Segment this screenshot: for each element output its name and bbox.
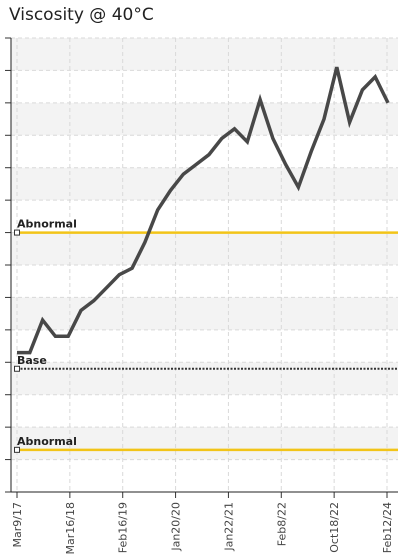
x-tick-label: Mar9/17 [11,502,24,547]
grid-band [11,427,398,460]
reference-line-marker [14,229,20,236]
series-line [17,66,390,355]
x-tick-labels: Mar9/17 Mar16/18 Feb16/19 Jan20/20 Jan22/21 F… [11,502,394,554]
grid-band [11,232,398,265]
reference-line-marker [14,365,20,372]
reference-line-marker [14,446,20,453]
grid-band [11,38,398,71]
x-tick-label: Jan20/20 [170,502,183,552]
reference-lines: Abnormal Base Abnormal [14,218,398,453]
x-tick-label: Feb16/19 [117,502,130,553]
x-tick-label: Jan22/21 [222,502,235,552]
axes [5,37,398,498]
series-layer [17,66,390,355]
grid-band [11,362,398,395]
background-bands [11,38,398,460]
grid-band [11,102,398,136]
grid-band [11,297,398,330]
x-tick-label: Feb12/24 [381,502,394,553]
x-tick-label: Feb8/22 [275,502,288,546]
reference-line-label: Abnormal [17,435,77,448]
reference-line-label: Abnormal [17,218,77,231]
chart-title: Viscosity @ 40°C [9,5,154,25]
reference-line-label: Base [17,354,47,367]
x-tick-label: Oct18/22 [328,502,341,553]
grid-band [11,167,398,201]
x-tick-label: Mar16/18 [64,502,77,554]
